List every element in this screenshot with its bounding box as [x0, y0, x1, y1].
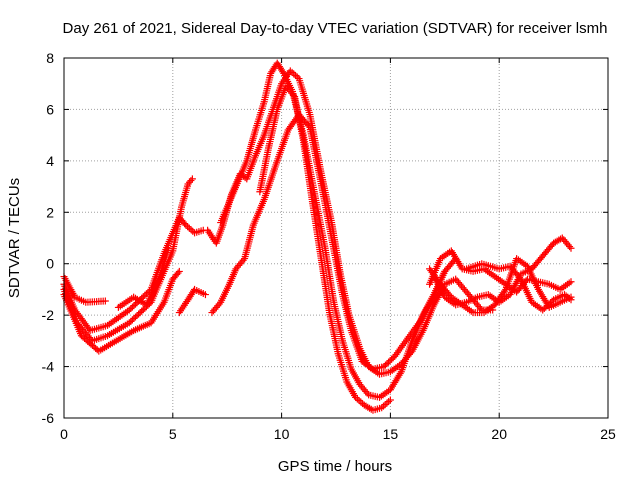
chart-title: Day 261 of 2021, Sidereal Day-to-day VTE…	[63, 20, 608, 37]
x-tick-label: 20	[491, 426, 507, 442]
y-tick-label: 8	[46, 50, 54, 66]
data-point	[539, 306, 547, 314]
y-tick-label: -2	[42, 307, 55, 323]
data-point	[185, 224, 193, 232]
data-point	[501, 287, 509, 295]
data-point	[128, 303, 136, 311]
data-point	[385, 358, 393, 366]
data-point	[131, 300, 139, 308]
data-point	[174, 269, 182, 277]
data-point	[188, 175, 196, 183]
data-point	[567, 296, 575, 304]
data-point	[290, 70, 298, 78]
data-point	[125, 306, 133, 314]
data-point	[127, 305, 135, 313]
data-point	[476, 304, 484, 312]
data-point	[386, 396, 394, 404]
data-point	[540, 305, 548, 313]
data-point	[546, 299, 554, 307]
data-point	[127, 317, 135, 325]
data-point	[164, 244, 172, 252]
x-tick-label: 25	[600, 426, 616, 442]
data-point	[567, 278, 575, 286]
data-point	[130, 302, 138, 310]
x-tick-label: 5	[169, 426, 177, 442]
data-point	[130, 314, 138, 322]
data-point	[363, 389, 371, 397]
data-point	[181, 220, 189, 228]
y-tick-label: -4	[42, 359, 55, 375]
data-point	[289, 91, 297, 99]
data-point	[101, 297, 109, 305]
x-tick-label: 0	[60, 426, 68, 442]
grid-lines	[64, 58, 608, 418]
y-tick-label: 4	[46, 153, 54, 169]
data-point	[201, 291, 209, 299]
data-point	[139, 293, 147, 301]
data-point	[142, 290, 150, 298]
data-point	[565, 294, 573, 302]
data-point	[567, 244, 575, 252]
y-axis-label: SDTVAR / TECUs	[6, 178, 23, 298]
data-point	[175, 267, 183, 275]
data-point	[138, 307, 146, 315]
data-point	[388, 355, 396, 363]
data-point	[355, 397, 363, 405]
data-point	[131, 313, 139, 321]
data-point	[383, 399, 391, 407]
data-point	[548, 297, 556, 305]
axis-ticks: 0 5 10 15 20 25 -6 -4 -2 0 2 4 6 8	[42, 50, 616, 442]
x-axis-label: GPS time / hours	[278, 458, 392, 475]
data-point	[189, 227, 197, 235]
data-point	[139, 306, 147, 314]
data-point	[187, 177, 195, 185]
data-point	[215, 300, 223, 308]
y-tick-label: 0	[46, 256, 54, 272]
data-point	[125, 319, 133, 327]
data-point	[292, 71, 300, 79]
data-point	[383, 360, 391, 368]
plot-frame	[63, 57, 609, 419]
y-tick-label: 6	[46, 101, 54, 117]
x-tick-label: 10	[274, 426, 290, 442]
y-tick-label: -6	[42, 410, 55, 426]
data-point	[133, 312, 141, 320]
data-point	[380, 363, 388, 371]
x-tick-label: 15	[383, 426, 399, 442]
data-point	[516, 274, 524, 282]
data-point	[386, 357, 394, 365]
data-point	[136, 309, 144, 317]
data-point	[542, 303, 550, 311]
data-point	[357, 398, 365, 406]
data-point	[543, 302, 551, 310]
data-points	[60, 59, 575, 414]
data-point	[381, 361, 389, 369]
data-point	[381, 401, 389, 409]
data-point	[545, 300, 553, 308]
data-point	[279, 68, 287, 76]
data-point	[566, 243, 574, 251]
data-point	[239, 256, 247, 264]
data-point	[385, 398, 393, 406]
data-point	[135, 310, 143, 318]
data-point	[141, 291, 149, 299]
y-tick-label: 2	[46, 204, 54, 220]
data-point	[128, 316, 136, 324]
